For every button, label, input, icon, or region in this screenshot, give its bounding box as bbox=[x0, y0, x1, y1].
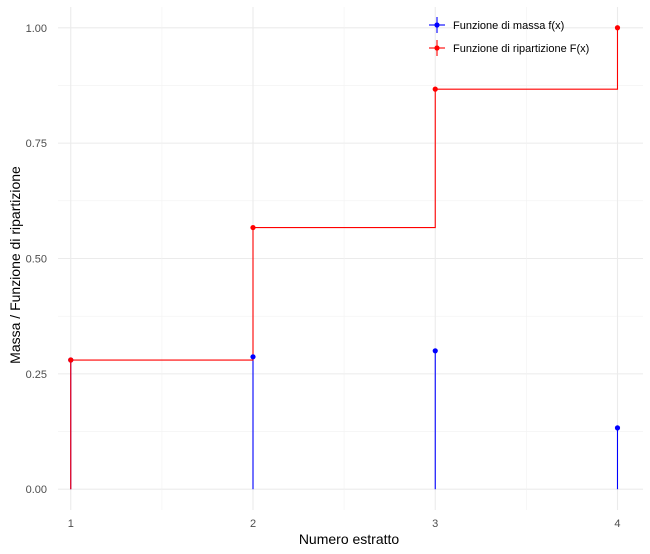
y-tick-label: 1.00 bbox=[26, 23, 47, 35]
mass-point bbox=[432, 348, 438, 354]
cdf-point bbox=[432, 86, 438, 92]
legend-label: Funzione di ripartizione F(x) bbox=[453, 43, 589, 55]
legend: Funzione di massa f(x) Funzione di ripart… bbox=[429, 17, 589, 56]
x-tick-label: 2 bbox=[250, 518, 256, 530]
cdf-point bbox=[68, 357, 74, 363]
x-tick-label: 1 bbox=[68, 518, 74, 530]
y-tick-label: 0.75 bbox=[26, 138, 47, 150]
y-tick-label: 0.00 bbox=[26, 484, 47, 496]
mass-point bbox=[614, 425, 621, 431]
y-axis-ticks: 0.00 0.25 0.50 0.75 1.00 bbox=[26, 23, 47, 496]
legend-label: Funzione di massa f(x) bbox=[453, 20, 564, 32]
mass-point bbox=[250, 354, 256, 360]
y-axis-title: Massa / Funzione di ripartizione bbox=[7, 166, 23, 364]
y-tick-label: 0.25 bbox=[26, 369, 47, 381]
x-tick-label: 3 bbox=[432, 518, 438, 530]
legend-key-point bbox=[434, 22, 440, 28]
chart-marks bbox=[68, 25, 621, 490]
cdf-point bbox=[250, 224, 256, 231]
x-tick-label: 4 bbox=[614, 518, 620, 530]
legend-key-point bbox=[434, 45, 440, 51]
cdf-point bbox=[614, 25, 621, 31]
x-axis-ticks: 1 2 3 4 bbox=[68, 518, 621, 530]
x-axis-title: Numero estratto bbox=[299, 531, 400, 547]
cdf-step-line bbox=[70, 27, 619, 490]
y-tick-label: 0.50 bbox=[26, 254, 47, 266]
